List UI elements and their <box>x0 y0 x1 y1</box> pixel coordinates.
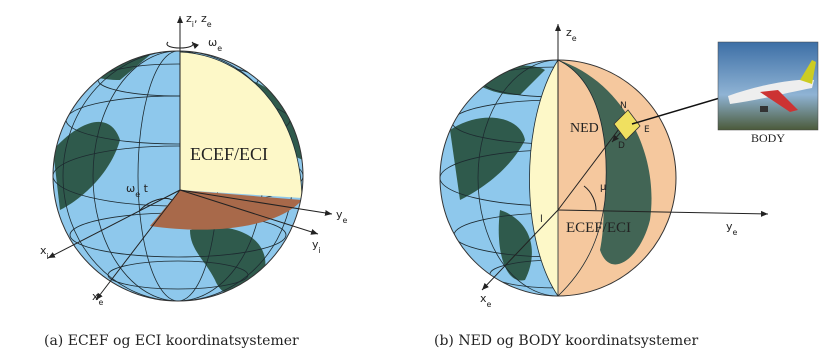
ye-label: ye <box>726 220 738 237</box>
n-label: N <box>620 101 627 111</box>
d-label-part: D <box>618 141 625 151</box>
globe-a <box>53 51 303 301</box>
figure: zi, zeωeECEF/ECIωe tyexiyixezeNEDNEDμlEC… <box>0 0 832 360</box>
e-label: E <box>644 125 650 135</box>
z-axis-label-part: , z <box>194 12 207 25</box>
body-label: BODY <box>751 131 785 145</box>
body-label-part: BODY <box>751 131 785 145</box>
xe-label-part: e <box>99 298 104 307</box>
l-label: l <box>540 214 543 225</box>
mu-label-part: μ <box>600 182 607 193</box>
z-axis-label-part: e <box>207 20 212 29</box>
frame-label: ECEF/ECI <box>190 144 268 164</box>
ned-label-part: NED <box>570 121 599 136</box>
caption: (b) NED og BODY koordinatsystemer <box>434 333 698 349</box>
ned-label: NED <box>570 121 599 136</box>
ze-label-part: e <box>572 34 577 43</box>
ye-label: ye <box>336 208 348 225</box>
xi-label-part: i <box>47 252 49 261</box>
frame-label: ECEF/ECI <box>566 220 631 236</box>
xe-label: xe <box>480 292 492 309</box>
omega-label: ωe <box>208 36 222 53</box>
d-label: D <box>618 141 625 151</box>
angle-label-part: ω <box>126 182 135 195</box>
yi-label: yi <box>312 238 321 255</box>
angle-label-part: t <box>140 182 148 195</box>
ze-label: ze <box>566 26 577 43</box>
xe-label-part: e <box>487 300 492 309</box>
xi-label: xi <box>40 244 49 261</box>
mu-label: μ <box>600 182 607 193</box>
ye-label-part: e <box>733 228 738 237</box>
omega-label-part: e <box>217 44 222 53</box>
frame-label-part: ECEF/ECI <box>190 144 268 164</box>
omega-label-part: ω <box>208 36 217 49</box>
l-label-part: l <box>540 214 543 225</box>
ye-label-part: e <box>343 216 348 225</box>
n-label-part: N <box>620 101 627 111</box>
body-photo <box>718 42 818 130</box>
caption: (a) ECEF og ECI koordinatsystemer <box>44 333 299 349</box>
frame-label-part: ECEF/ECI <box>566 220 631 236</box>
z-axis-label: zi, ze <box>186 12 212 29</box>
e-label-part: E <box>644 125 650 135</box>
yi-label-part: i <box>319 246 321 255</box>
